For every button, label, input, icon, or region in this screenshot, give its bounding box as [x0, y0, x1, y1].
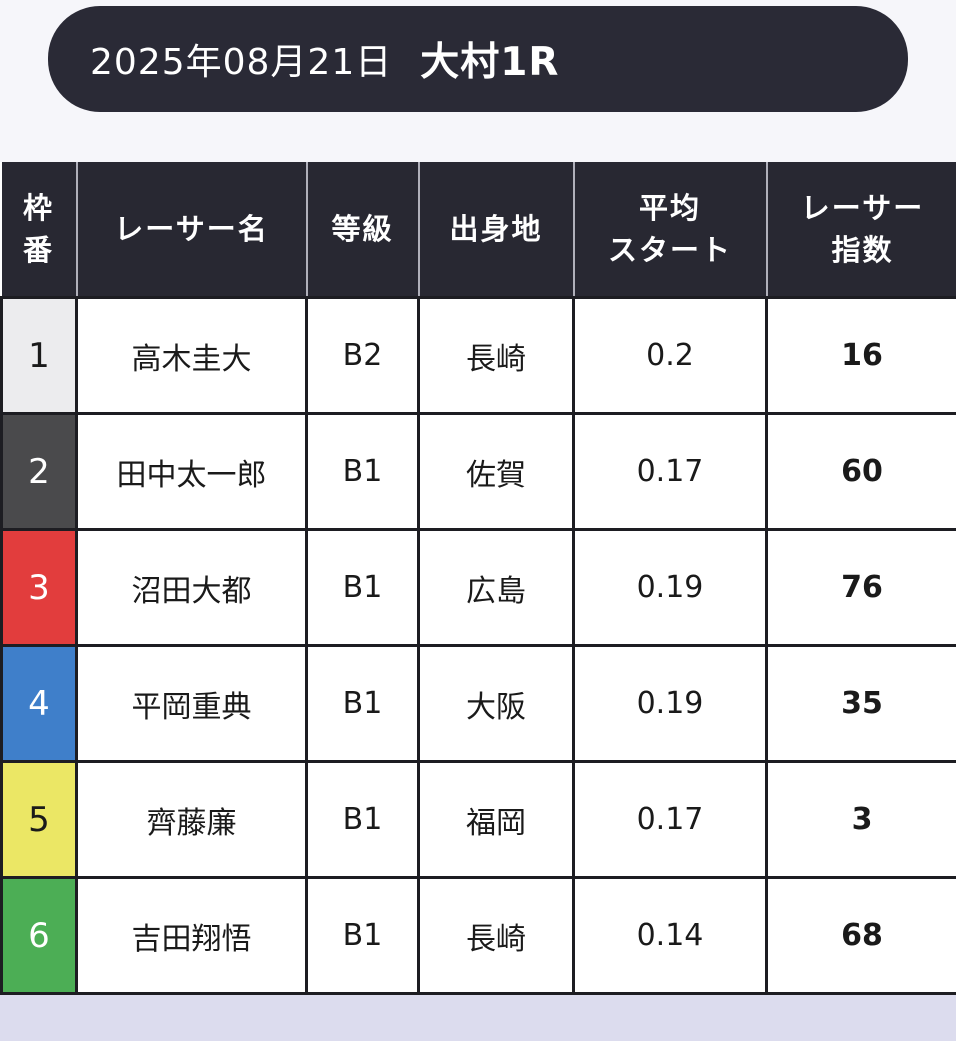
lane-cell: 4 — [2, 646, 77, 762]
lane-cell: 6 — [2, 878, 77, 994]
origin-cell: 大阪 — [419, 646, 574, 762]
racer-name-cell: 高木圭大 — [77, 298, 307, 414]
lane-cell: 1 — [2, 298, 77, 414]
racer-index-cell: 3 — [767, 762, 956, 878]
origin-cell: 長崎 — [419, 878, 574, 994]
col-header-origin: 出身地 — [419, 162, 574, 298]
lane-cell: 5 — [2, 762, 77, 878]
avg-start-cell: 0.14 — [574, 878, 767, 994]
table-row: 1 高木圭大 B2 長崎 0.2 16 — [2, 298, 956, 414]
racer-name-cell: 齊藤廉 — [77, 762, 307, 878]
avg-start-cell: 0.2 — [574, 298, 767, 414]
racer-name-cell: 平岡重典 — [77, 646, 307, 762]
lane-cell: 2 — [2, 414, 77, 530]
grade-cell: B1 — [307, 414, 419, 530]
racer-index-cell: 76 — [767, 530, 956, 646]
grade-cell: B1 — [307, 530, 419, 646]
grade-cell: B1 — [307, 646, 419, 762]
table-row: 4 平岡重典 B1 大阪 0.19 35 — [2, 646, 956, 762]
grade-cell: B1 — [307, 762, 419, 878]
racer-name-cell: 田中太一郎 — [77, 414, 307, 530]
table-header-row: 枠 番 レーサー名 等級 出身地 平均 スタート レーサー 指数 — [2, 162, 956, 298]
racer-name-cell: 沼田大都 — [77, 530, 307, 646]
table-row: 2 田中太一郎 B1 佐賀 0.17 60 — [2, 414, 956, 530]
race-name: 大村1R — [420, 31, 559, 87]
avg-start-cell: 0.17 — [574, 414, 767, 530]
col-header-avg-start: 平均 スタート — [574, 162, 767, 298]
table-row: 3 沼田大都 B1 広島 0.19 76 — [2, 530, 956, 646]
col-header-racer-index: レーサー 指数 — [767, 162, 956, 298]
origin-cell: 広島 — [419, 530, 574, 646]
avg-start-cell: 0.19 — [574, 530, 767, 646]
racer-name-cell: 吉田翔悟 — [77, 878, 307, 994]
origin-cell: 福岡 — [419, 762, 574, 878]
race-date: 2025年08月21日 — [90, 33, 392, 85]
col-header-racer-name: レーサー名 — [77, 162, 307, 298]
grade-cell: B2 — [307, 298, 419, 414]
col-header-grade: 等級 — [307, 162, 419, 298]
page-top-section: 2025年08月21日 大村1R — [0, 0, 956, 162]
racer-index-cell: 35 — [767, 646, 956, 762]
race-header: 2025年08月21日 大村1R — [48, 6, 908, 112]
origin-cell: 佐賀 — [419, 414, 574, 530]
page-bottom-section — [0, 995, 956, 1041]
table-row: 5 齊藤廉 B1 福岡 0.17 3 — [2, 762, 956, 878]
grade-cell: B1 — [307, 878, 419, 994]
race-entry-table: 枠 番 レーサー名 等級 出身地 平均 スタート レーサー 指数 1 高木圭大 … — [0, 162, 956, 995]
racer-index-cell: 68 — [767, 878, 956, 994]
avg-start-cell: 0.19 — [574, 646, 767, 762]
avg-start-cell: 0.17 — [574, 762, 767, 878]
col-header-lane: 枠 番 — [2, 162, 77, 298]
table-row: 6 吉田翔悟 B1 長崎 0.14 68 — [2, 878, 956, 994]
racer-index-cell: 16 — [767, 298, 956, 414]
lane-cell: 3 — [2, 530, 77, 646]
origin-cell: 長崎 — [419, 298, 574, 414]
racer-index-cell: 60 — [767, 414, 956, 530]
